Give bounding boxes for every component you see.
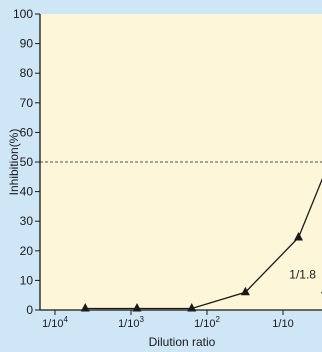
annotation-label: 1/1.8 bbox=[289, 267, 316, 281]
x-axis-label: Dilution ratio bbox=[149, 335, 216, 349]
y-tick-label: 90 bbox=[20, 37, 34, 51]
x-tick-label: 1/103 bbox=[118, 315, 144, 330]
y-tick-label: 70 bbox=[20, 96, 34, 110]
x-tick-label: 1/10 bbox=[272, 318, 293, 330]
x-axis-ticks: 1/104 1/103 1/102 1/10 bbox=[42, 310, 294, 330]
annotations: 1/1.8 bbox=[289, 267, 322, 294]
y-tick-label: 50 bbox=[20, 155, 34, 169]
y-tick-label: 40 bbox=[20, 185, 34, 199]
y-axis-ticks: 0 10 20 30 40 50 60 70 80 90 100 bbox=[13, 7, 40, 317]
x-tick-label: 1/104 bbox=[42, 315, 68, 330]
series-line bbox=[85, 177, 322, 310]
y-tick-label: 100 bbox=[13, 7, 33, 21]
x-tick-label: 1/102 bbox=[194, 315, 220, 330]
data-point-marker bbox=[294, 231, 304, 241]
y-axis-label: Inhibition(%) bbox=[7, 129, 21, 196]
y-tick-label: 80 bbox=[20, 66, 34, 80]
y-tick-label: 10 bbox=[20, 273, 34, 287]
y-tick-label: 30 bbox=[20, 214, 34, 228]
y-tick-label: 0 bbox=[26, 303, 33, 317]
y-tick-label: 60 bbox=[20, 125, 34, 139]
y-tick-label: 20 bbox=[20, 244, 34, 258]
data-point-marker bbox=[240, 286, 250, 296]
